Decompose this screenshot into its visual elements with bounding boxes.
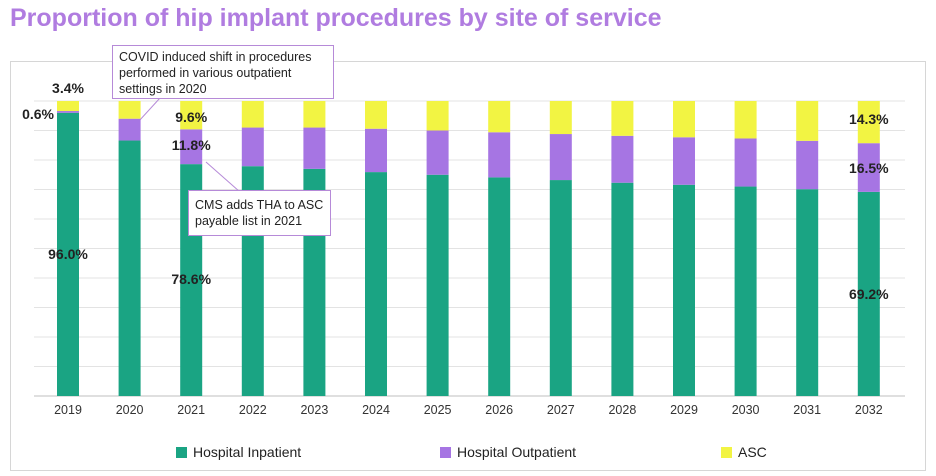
- bar-segment-hospital-outpatient: [303, 127, 326, 169]
- callout-covid: COVID induced shift in procedures perfor…: [112, 45, 334, 99]
- bar-segment-hospital-outpatient: [118, 118, 141, 141]
- chart-frame: [10, 61, 926, 471]
- bar-segment-asc: [118, 101, 141, 119]
- data-label: 14.3%: [849, 111, 889, 127]
- x-tick-label: 2025: [424, 403, 452, 417]
- bar-segment-asc: [549, 101, 572, 135]
- data-label: 9.6%: [175, 109, 207, 125]
- bar-segment-asc: [796, 101, 819, 141]
- bar-segment-hospital-outpatient: [241, 127, 264, 167]
- bar-segment-asc: [673, 101, 695, 138]
- bar-segment-hospital-outpatient: [57, 111, 79, 113]
- bar-segment-asc: [426, 101, 449, 131]
- x-tick-label: 2027: [547, 403, 575, 417]
- legend-swatch-inpatient: [176, 446, 187, 458]
- bar-segment-hospital-outpatient: [796, 140, 819, 190]
- bar-segment-hospital-outpatient: [857, 143, 880, 192]
- data-label: 69.2%: [849, 286, 889, 302]
- data-label: 96.0%: [48, 246, 88, 262]
- data-label: 3.4%: [52, 80, 84, 96]
- bar-segment-hospital-outpatient: [734, 138, 757, 187]
- bar-segment-hospital-inpatient: [57, 112, 79, 397]
- x-tick-label: 2022: [239, 403, 267, 417]
- bar-segment-hospital-inpatient: [673, 184, 695, 396]
- bar-segment-hospital-outpatient: [426, 130, 449, 175]
- x-tick-label: 2019: [54, 403, 82, 417]
- x-tick-label: 2032: [855, 403, 883, 417]
- bar-segment-hospital-outpatient: [488, 132, 511, 178]
- bar-segment-asc: [303, 101, 326, 128]
- x-tick-label: 2021: [177, 403, 205, 417]
- legend-label-outpatient: Hospital Outpatient: [457, 444, 577, 460]
- bar-segment-asc: [180, 101, 203, 130]
- x-tick-label: 2028: [608, 403, 636, 417]
- legend-item-outpatient: Hospital Outpatient: [440, 444, 576, 460]
- bar-segment-asc: [57, 101, 79, 112]
- x-tick-label: 2029: [670, 403, 698, 417]
- bar-segment-hospital-outpatient: [180, 129, 203, 165]
- bar-segment-hospital-inpatient: [734, 186, 757, 396]
- bar-segment-hospital-inpatient: [796, 189, 819, 396]
- bar-segment-hospital-inpatient: [857, 191, 880, 396]
- bar-segment-hospital-outpatient: [673, 137, 695, 185]
- bar-segment-asc: [241, 101, 264, 128]
- data-label: 78.6%: [171, 271, 211, 287]
- legend-label-asc: ASC: [738, 444, 767, 460]
- bar-segment-hospital-outpatient: [549, 134, 572, 181]
- x-tick-label: 2031: [793, 403, 821, 417]
- bar-segment-hospital-inpatient: [426, 174, 449, 396]
- x-tick-label: 2030: [732, 403, 760, 417]
- bar-segment-hospital-outpatient: [611, 135, 634, 183]
- data-label: 0.6%: [22, 106, 54, 122]
- page-title: Proportion of hip implant procedures by …: [10, 4, 662, 32]
- bar-segment-asc: [734, 101, 757, 139]
- legend-item-asc: ASC: [721, 444, 767, 460]
- legend-swatch-outpatient: [440, 446, 451, 458]
- legend-swatch-asc: [721, 446, 732, 458]
- bar-segment-asc: [611, 101, 634, 136]
- bar-segment-asc: [857, 101, 880, 144]
- bar-segment-hospital-inpatient: [488, 177, 511, 396]
- bar-segment-hospital-inpatient: [365, 172, 387, 396]
- bar-segment-hospital-outpatient: [365, 128, 387, 173]
- callout-cms: CMS adds THA to ASC payable list in 2021: [188, 190, 331, 236]
- x-tick-label: 2024: [362, 403, 390, 417]
- bar-segment-hospital-inpatient: [611, 182, 634, 396]
- callout-cms-pointer: [205, 161, 241, 193]
- chart-legend: Hospital Inpatient Hospital Outpatient A…: [0, 444, 936, 466]
- x-tick-label: 2023: [300, 403, 328, 417]
- x-tick-label: 2020: [116, 403, 144, 417]
- x-tick-label: 2026: [485, 403, 513, 417]
- legend-item-inpatient: Hospital Inpatient: [176, 444, 301, 460]
- bar-segment-hospital-inpatient: [549, 180, 572, 396]
- legend-label-inpatient: Hospital Inpatient: [193, 444, 302, 460]
- bar-segment-asc: [365, 101, 387, 129]
- bar-segment-hospital-inpatient: [118, 140, 141, 396]
- bar-segment-asc: [488, 101, 511, 133]
- data-label: 16.5%: [849, 160, 889, 176]
- data-label: 11.8%: [172, 137, 211, 153]
